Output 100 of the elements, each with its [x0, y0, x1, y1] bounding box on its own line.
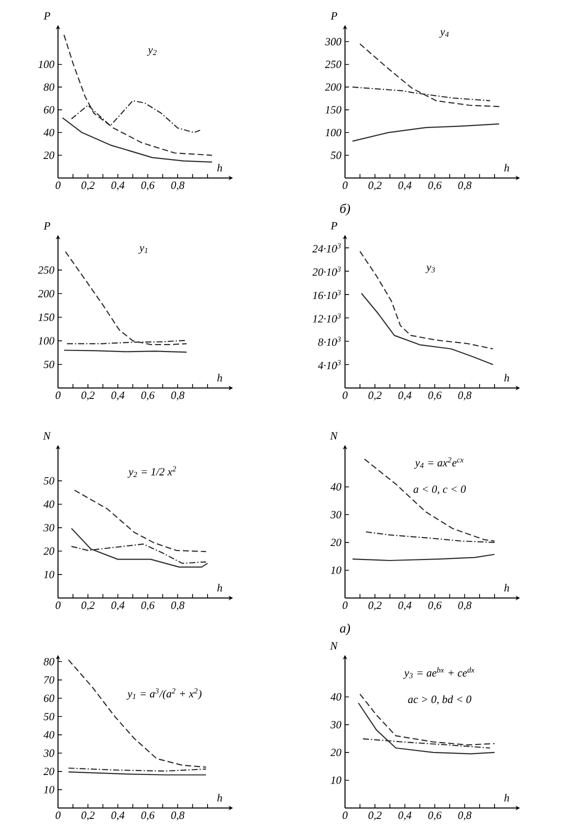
x-tick-label: 0: [342, 812, 348, 819]
y-tick-label: 20: [43, 547, 54, 555]
x-tick-label: 0,2: [368, 602, 382, 611]
x-tick-label: 0,8: [171, 392, 184, 401]
x-tick-label: 0,6: [428, 812, 442, 821]
x-tick-label: 0,4: [398, 392, 412, 401]
x-tick-label: 0,4: [111, 602, 124, 611]
y-tick-label: 250: [38, 266, 54, 274]
x-tick-label: 0,2: [368, 812, 382, 821]
y-tick-label: 16·10$^{3}$: [312, 290, 341, 300]
text: y$_{1}$: [138, 246, 148, 254]
y-tick-label: 60: [44, 106, 54, 114]
y-tick-label: 200: [38, 290, 54, 298]
text: y$_{2}$ = 1/2 x$^{2}$: [128, 466, 176, 478]
y-tick-label: 20: [330, 748, 342, 756]
x-tick-label: 0,6: [141, 602, 155, 611]
y-tick-label: 10: [44, 570, 54, 578]
y-tick-label: 70: [44, 676, 54, 684]
x-axis-title: h: [504, 374, 510, 382]
x-tick-label: 0,4: [398, 182, 412, 191]
x-tick-label: 0,8: [458, 182, 472, 191]
x-tick-label: 0: [342, 392, 348, 399]
y-tick-label: 30: [330, 510, 342, 518]
y-tick-label: 40: [330, 693, 342, 701]
y-tick-label: 30: [43, 749, 54, 757]
y-axis-title: P: [330, 222, 338, 230]
x-tick-label: 0,4: [111, 812, 124, 821]
x-tick-label: 0: [56, 812, 61, 819]
x-tick-label: 0: [56, 182, 61, 189]
x-tick-label: 0,2: [368, 182, 382, 191]
text: y$_{3}$: [425, 266, 435, 274]
y-tick-label: 200: [324, 83, 342, 91]
y-tick-label: 30: [43, 524, 54, 532]
text: y$_{3}$ = ae$^{bx}$ + ce$^{dx}$: [403, 667, 474, 679]
y-tick-label: 80: [44, 658, 54, 666]
x-tick-label: 0,8: [458, 602, 472, 611]
text: y$_{2}$: [147, 48, 157, 56]
x-axis-title: h: [504, 794, 510, 802]
y-tick-label: 50: [44, 477, 54, 485]
x-axis-title: h: [504, 584, 510, 592]
y-tick-label: 100: [38, 60, 54, 68]
x-axis-title: h: [504, 164, 510, 172]
x-tick-label: 0: [342, 602, 348, 609]
y-tick-label: 20: [330, 538, 342, 546]
x-tick-label: 0,8: [458, 392, 472, 401]
x-axis-title: h: [217, 164, 222, 172]
x-tick-label: 0,8: [171, 602, 184, 611]
y-tick-label: 250: [324, 60, 342, 68]
y-tick-label: 40: [44, 128, 54, 136]
y-tick-label: 40: [44, 731, 54, 739]
x-tick-label: 0,4: [398, 812, 412, 821]
text: y$_{4}$ = ax$^{2}$e$^{cx}$: [414, 457, 464, 469]
text: а): [340, 624, 350, 636]
text: б): [340, 204, 350, 216]
x-tick-label: 0,2: [81, 812, 95, 821]
y-tick-label: 50: [44, 712, 54, 720]
x-axis-title: h: [217, 794, 222, 802]
x-tick-label: 0,8: [171, 182, 184, 191]
y-axis-title: N: [330, 642, 338, 650]
y-tick-label: 50: [44, 360, 54, 368]
x-tick-label: 0,2: [81, 182, 95, 191]
text: ac > 0, bd < 0: [408, 695, 472, 705]
y-axis-title: P: [44, 222, 50, 230]
y-tick-label: 50: [330, 152, 342, 159]
y-tick-label: 300: [324, 38, 342, 46]
y-tick-label: 60: [44, 694, 54, 702]
y-axis-title: N: [43, 432, 51, 440]
y-tick-label: 10: [330, 566, 342, 574]
y-tick-label: 24·10$^{3}$: [312, 243, 341, 252]
y-tick-label: 40: [44, 500, 54, 508]
x-tick-label: 0,6: [141, 812, 155, 821]
x-tick-label: 0,6: [428, 602, 442, 611]
x-tick-label: 0,4: [111, 182, 124, 191]
x-tick-label: 0,2: [81, 392, 95, 401]
chart-title: y$_{1}$ = a$^{3}$/(a$^{2}$ + x$^{2}$): [126, 688, 202, 700]
x-tick-label: 0,6: [428, 392, 442, 401]
text: a < 0, c < 0: [414, 486, 466, 495]
x-axis-title: h: [217, 374, 222, 382]
y-axis-title: P: [44, 12, 50, 20]
x-tick-label: 0,6: [141, 182, 155, 191]
y-axis-title: P: [330, 12, 338, 20]
x-tick-label: 0,6: [141, 392, 155, 401]
y-tick-label: 30: [330, 720, 342, 728]
y-tick-label: 20: [43, 152, 54, 159]
y-tick-label: 4·10$^{3}$: [318, 360, 341, 370]
x-tick-label: 0,8: [458, 812, 472, 821]
y-axis-title: N: [330, 432, 338, 440]
y-tick-label: 80: [44, 83, 54, 91]
x-tick-label: 0: [56, 602, 61, 609]
x-axis-title: h: [217, 584, 222, 592]
x-tick-label: 0,8: [171, 812, 184, 821]
y-tick-label: 12·10$^{3}$: [312, 313, 341, 323]
x-tick-label: 0,4: [398, 602, 412, 611]
y-tick-label: 100: [38, 337, 54, 345]
y-tick-label: 150: [38, 314, 54, 321]
y-tick-label: 20·10$^{3}$: [312, 266, 341, 276]
chart-title: y$_{4}$: [439, 30, 449, 38]
x-tick-label: 0: [56, 392, 61, 399]
y-tick-label: 10: [44, 786, 54, 794]
x-tick-label: 0: [342, 182, 348, 189]
